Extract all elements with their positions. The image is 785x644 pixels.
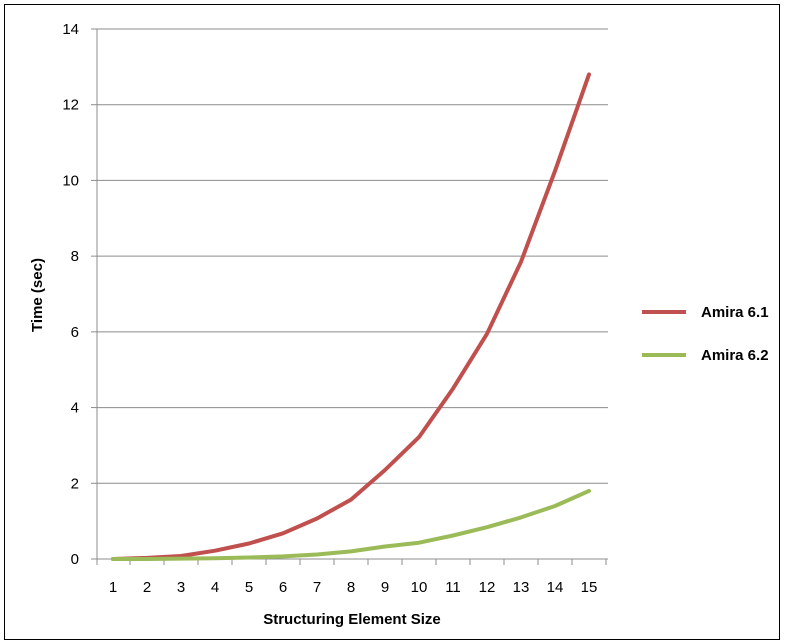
x-tick-label: 12 <box>479 579 496 596</box>
y-tick-label: 10 <box>62 172 79 189</box>
y-axis-title: Time (sec) <box>29 258 46 332</box>
x-tick-label: 8 <box>347 579 355 596</box>
series-lines <box>111 72 591 561</box>
chart-frame: 0 2 4 6 8 10 12 14 1 2 3 4 5 6 7 8 9 10 11 12 13 14 15 Time (s… <box>4 4 780 640</box>
y-tick-label: 8 <box>71 248 79 265</box>
legend-label-2: Amira 6.2 <box>701 347 769 364</box>
y-tick-label: 2 <box>71 475 79 492</box>
y-tick-label: 6 <box>71 324 79 341</box>
x-tick-label: 11 <box>445 579 461 596</box>
x-tick-label: 4 <box>211 579 219 596</box>
x-tick-label: 7 <box>313 579 321 596</box>
x-axis-title: Structuring Element Size <box>263 611 441 628</box>
y-tick-label: 0 <box>71 551 79 568</box>
axes <box>91 28 608 565</box>
series-line-2 <box>111 488 591 561</box>
x-tick-label: 2 <box>143 579 151 596</box>
series-line-1 <box>111 72 591 561</box>
y-tick-label: 14 <box>62 21 79 38</box>
x-tick-label: 6 <box>279 579 287 596</box>
y-tick-label: 4 <box>71 400 79 417</box>
legend-label-1: Amira 6.1 <box>701 304 769 321</box>
gridlines <box>97 28 608 484</box>
x-tick-label: 10 <box>411 579 428 596</box>
x-tick-label: 1 <box>109 579 117 596</box>
legend: Amira 6.1 Amira 6.2 <box>642 304 769 364</box>
y-tick-label: 12 <box>62 97 79 114</box>
x-tick-label: 3 <box>177 579 185 596</box>
x-tick-label: 13 <box>513 579 530 596</box>
x-tick-label: 9 <box>381 579 389 596</box>
x-tick-label: 15 <box>581 579 598 596</box>
x-tick-label: 5 <box>245 579 253 596</box>
x-tick-label: 14 <box>547 579 564 596</box>
